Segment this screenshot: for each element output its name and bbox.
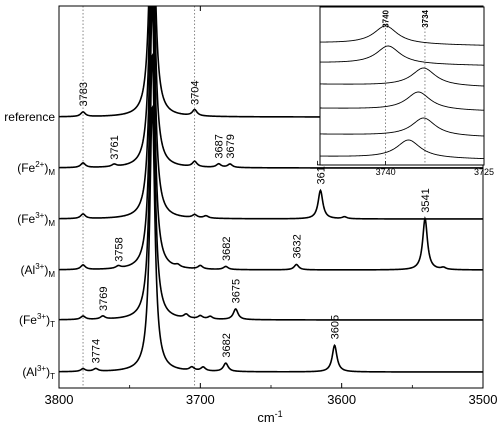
peak-label: 3687 — [214, 134, 226, 158]
inset-trace — [320, 25, 484, 46]
reference-lines — [82, 6, 196, 388]
x-tick-label: 3800 — [45, 392, 74, 407]
inset-reference-lines: 3740 3734 — [382, 9, 430, 165]
peak-label: 3615 — [315, 160, 327, 184]
peak-label: 3761 — [109, 135, 121, 159]
inset-trace — [320, 45, 484, 66]
inset-trace — [320, 139, 484, 160]
inset-x-tick-label: 3740 — [376, 167, 396, 177]
inset-plot: 3740 3734 3740 3725 — [319, 6, 494, 177]
peak-label: 3675 — [231, 279, 243, 303]
inset-trace — [320, 117, 484, 137]
trace-label: (Fe3+)M — [17, 211, 55, 228]
spectrum-trace — [59, 6, 483, 220]
spectra-traces — [59, 6, 483, 373]
peak-label: 3774 — [91, 339, 103, 363]
trace-label: (Fe3+)T — [19, 312, 55, 329]
peak-label: 3682 — [221, 333, 233, 357]
main-plot: 3783 3704 3761 3687 3679 3615 3758 3682 3632 3541… — [4, 5, 498, 425]
inset-peak-label: 3740 — [382, 9, 391, 27]
peak-label: 3783 — [78, 82, 90, 106]
x-axis-label: cm-1 — [257, 409, 282, 425]
peak-label: 3679 — [225, 134, 237, 158]
peak-label: 3605 — [330, 315, 342, 339]
trace-label: (Al3+)T — [22, 364, 55, 381]
inset-background — [320, 7, 484, 165]
spectrum-trace — [59, 104, 483, 373]
inset-trace — [320, 67, 484, 87]
inset-x-tick-label: 3725 — [474, 167, 494, 177]
spectrum-trace — [59, 52, 483, 321]
trace-label: (Fe2+)M — [17, 160, 55, 177]
peak-label: 3541 — [420, 188, 432, 212]
peak-label: 3704 — [190, 80, 202, 104]
row-labels: reference (Fe2+)M (Fe3+)M (Al3+)M (Fe3+)T (Al… — [4, 110, 55, 381]
x-axis-label-exponent: -1 — [275, 409, 283, 419]
inset-x-axis: 3740 3725 — [376, 161, 494, 177]
peak-label: 3632 — [291, 234, 303, 258]
peak-label: 3758 — [113, 237, 125, 261]
inset-frame — [319, 6, 485, 166]
x-tick-label: 3700 — [186, 392, 215, 407]
peak-labels: 3783 3704 3761 3687 3679 3615 3758 3682 3632 3541… — [78, 80, 432, 363]
trace-label: reference — [4, 110, 55, 124]
inset-traces — [320, 25, 484, 160]
peak-label: 3682 — [221, 236, 233, 260]
peak-label: 3769 — [98, 286, 110, 310]
spectrum-trace — [59, 6, 483, 169]
x-tick-label: 3600 — [327, 392, 356, 407]
x-tick-label: 3500 — [469, 392, 498, 407]
trace-label: (Al3+)M — [21, 262, 56, 279]
inset-peak-label: 3734 — [421, 9, 430, 27]
spectrum-trace — [59, 6, 483, 271]
inset-trace — [320, 91, 484, 111]
